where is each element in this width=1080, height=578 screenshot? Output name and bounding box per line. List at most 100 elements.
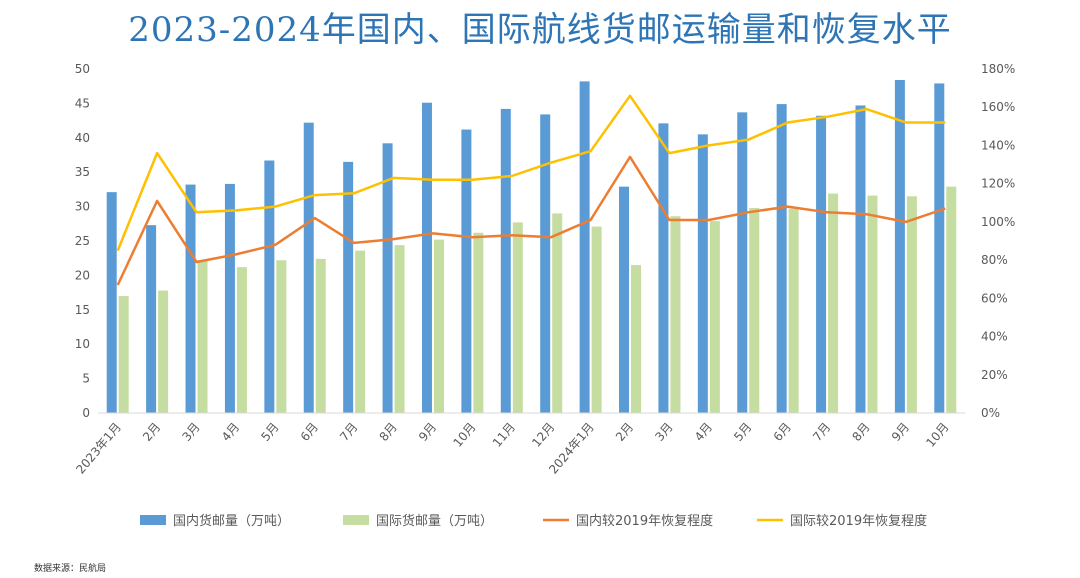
domestic-bar xyxy=(776,104,787,413)
left-axis-tick: 50 xyxy=(75,62,90,76)
right-axis-tick: 140% xyxy=(981,138,1015,152)
legend: 国内货邮量（万吨） 国际货邮量（万吨） 国内较2019年恢复程度 国际较2019年恢复… xyxy=(140,513,927,529)
x-axis-tick: 9月 xyxy=(416,420,439,444)
domestic-bar xyxy=(421,102,432,413)
right-axis-tick: 180% xyxy=(981,62,1015,76)
right-axis-tick: 40% xyxy=(981,330,1008,344)
left-axis-tick: 25 xyxy=(75,234,90,248)
left-axis-tick: 0 xyxy=(82,406,90,420)
x-axis-tick: 9月 xyxy=(889,420,912,444)
domestic-bar xyxy=(619,186,630,413)
international-bar xyxy=(749,207,760,413)
international-bar xyxy=(828,193,839,413)
right-axis-tick: 120% xyxy=(981,177,1015,191)
x-axis-tick: 8月 xyxy=(849,420,872,444)
domestic-recovery-line xyxy=(116,155,946,286)
international-bar xyxy=(709,221,720,413)
right-axis-ticks: 0% 20% 40% 60% 80% 100% 120% 140% 160% 180% xyxy=(981,62,1015,420)
domestic-bar xyxy=(461,129,472,413)
domestic-bar xyxy=(500,108,511,414)
domestic-bar xyxy=(934,83,945,413)
legend-label: 国际较2019年恢复程度 xyxy=(790,513,927,529)
left-axis-tick: 35 xyxy=(75,165,90,179)
x-axis-tick: 2月 xyxy=(613,420,636,444)
left-axis-tick: 40 xyxy=(75,131,90,145)
x-axis-tick: 10月 xyxy=(450,420,478,450)
international-bar xyxy=(591,226,602,413)
right-axis-tick: 0% xyxy=(981,406,1000,420)
left-axis-ticks: 0 5 10 15 20 25 30 35 40 45 50 xyxy=(75,62,90,420)
domestic-bar xyxy=(146,225,157,413)
left-axis-tick: 15 xyxy=(75,303,90,317)
domestic-bar xyxy=(382,143,393,413)
x-axis-tick: 5月 xyxy=(258,420,281,444)
international-bar xyxy=(552,213,563,413)
international-bar xyxy=(867,195,878,413)
left-axis-tick: 10 xyxy=(75,337,90,351)
x-axis-tick: 2023年1月 xyxy=(73,420,124,477)
x-axis-tick: 5月 xyxy=(731,420,754,444)
x-axis-tick: 4月 xyxy=(219,420,242,444)
international-bar xyxy=(906,196,917,413)
bar-series xyxy=(106,80,957,414)
domestic-bar xyxy=(224,183,235,413)
domestic-bar xyxy=(579,81,590,413)
international-bar xyxy=(512,222,523,413)
legend-label: 国际货邮量（万吨） xyxy=(376,513,493,529)
international-bar xyxy=(473,232,484,413)
international-bar xyxy=(670,216,681,413)
x-axis-tick: 3月 xyxy=(652,420,675,444)
left-axis-tick: 5 xyxy=(82,372,90,386)
left-axis-tick: 45 xyxy=(75,96,90,110)
x-axis-tick: 7月 xyxy=(337,420,360,444)
chart-title: 2023-2024年国内、国际航线货邮运输量和恢复水平 xyxy=(128,10,952,50)
x-axis-tick: 12月 xyxy=(529,420,557,450)
legend-swatch xyxy=(140,515,166,525)
international-bar xyxy=(946,186,957,413)
international-bar xyxy=(158,290,169,413)
international-bar xyxy=(355,250,366,413)
x-axis-tick: 3月 xyxy=(179,420,202,444)
right-axis-tick: 160% xyxy=(981,100,1015,114)
legend-label: 国内货邮量（万吨） xyxy=(173,513,290,529)
domestic-bar xyxy=(737,112,748,414)
domestic-bar xyxy=(185,184,196,413)
international-bar xyxy=(118,296,129,413)
domestic-bar xyxy=(855,105,866,414)
legend-label: 国内较2019年恢复程度 xyxy=(576,513,713,529)
line-series xyxy=(116,94,946,286)
international-bar xyxy=(631,265,642,413)
domestic-bar xyxy=(343,161,354,413)
international-bar xyxy=(788,208,799,413)
x-axis-tick: 4月 xyxy=(692,420,715,444)
domestic-bar xyxy=(264,160,275,413)
right-axis-tick: 100% xyxy=(981,215,1015,229)
left-axis-tick: 30 xyxy=(75,200,90,214)
x-axis-tick: 11月 xyxy=(490,420,518,450)
x-axis-tick: 2月 xyxy=(140,420,163,444)
international-recovery-line xyxy=(116,94,946,252)
international-bar xyxy=(276,260,287,413)
x-axis-tick: 6月 xyxy=(298,420,321,444)
legend-swatch xyxy=(343,515,369,525)
domestic-bar xyxy=(540,114,551,414)
international-bar xyxy=(433,239,444,413)
x-axis-tick: 7月 xyxy=(810,420,833,444)
x-axis-tick: 10月 xyxy=(923,420,951,450)
domestic-bar xyxy=(106,192,117,413)
international-bar xyxy=(315,258,326,413)
right-axis-tick: 80% xyxy=(981,253,1008,267)
domestic-bar xyxy=(658,123,669,414)
domestic-bar xyxy=(303,122,314,413)
x-axis-tick: 8月 xyxy=(377,420,400,444)
international-bar xyxy=(197,260,208,413)
source-note: 数据来源：民航局 xyxy=(34,564,107,574)
right-axis-tick: 60% xyxy=(981,291,1008,305)
right-axis-tick: 20% xyxy=(981,368,1008,382)
x-axis-tick: 6月 xyxy=(771,420,794,444)
international-bar xyxy=(236,267,247,413)
international-bar xyxy=(394,245,405,413)
domestic-bar xyxy=(894,80,905,414)
